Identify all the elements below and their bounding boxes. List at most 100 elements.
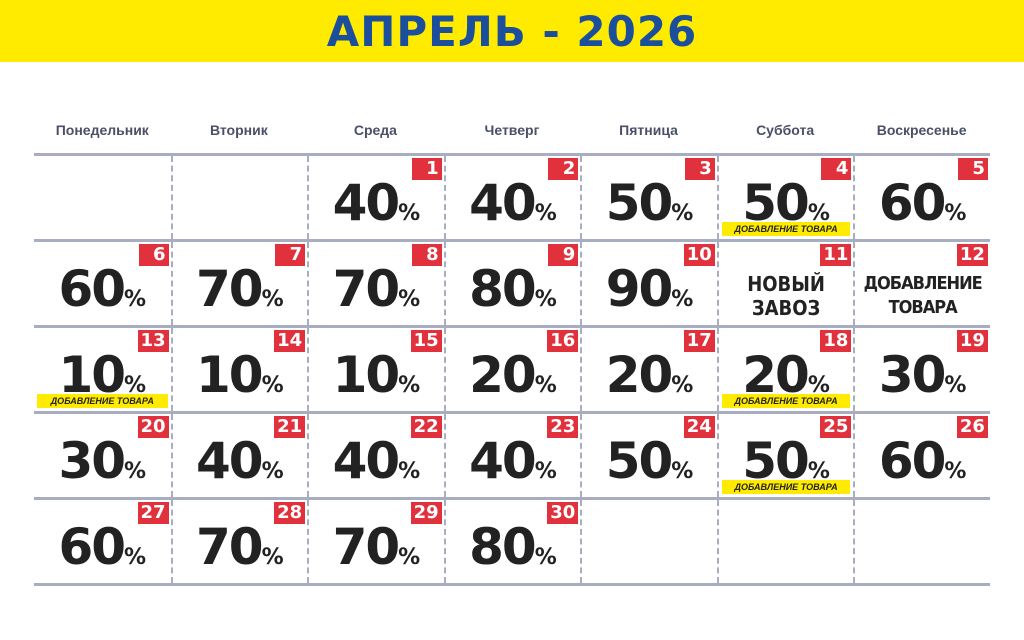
day-number-badge: 4 xyxy=(821,158,852,180)
day-number-badge: 21 xyxy=(274,416,306,438)
discount-value: 50% xyxy=(582,432,717,490)
percent-sign: % xyxy=(124,459,147,484)
percent-sign: % xyxy=(261,287,284,312)
discount-value: 40% xyxy=(446,432,581,490)
discount-value: 50% xyxy=(582,174,717,232)
discount-value: 60% xyxy=(34,518,171,576)
discount-number: 40 xyxy=(332,432,401,490)
day-cell: 19 30% xyxy=(853,328,990,411)
day-cell: 13 10% ДОБАВЛЕНИЕ ТОВАРА xyxy=(34,328,171,411)
empty-cell xyxy=(580,500,717,583)
day-number-badge: 17 xyxy=(683,330,715,352)
percent-sign: % xyxy=(944,373,967,398)
day-cell: 4 50% ДОБАВЛЕНИЕ ТОВАРА xyxy=(716,156,854,239)
empty-cell xyxy=(716,500,854,583)
day-number-badge: 23 xyxy=(547,416,579,438)
day-cell: 5 60% xyxy=(853,156,990,239)
day-number-badge: 12 xyxy=(956,244,988,266)
discount-number: 90 xyxy=(605,260,674,318)
weekday-header: Воскресенье xyxy=(876,122,967,138)
percent-sign: % xyxy=(671,373,694,398)
discount-value: 70% xyxy=(309,518,444,576)
discount-number: 30 xyxy=(58,432,126,490)
day-cell: 27 60% xyxy=(34,500,171,583)
discount-value: 80% xyxy=(446,260,581,318)
empty-cell xyxy=(34,156,171,239)
week-row: 6 60% 7 70% 8 70% 9 80% 10 90% 11 НОВЫЙ ЗАВОЗ 12 ДОБАВ… xyxy=(34,239,990,325)
calendar-grid: 1 40% 2 40% 3 50% 4 50% ДОБАВЛЕНИЕ ТОВАРА 5 60% 6 60… xyxy=(34,153,990,586)
restock-note: ДОБАВЛЕНИЕ ТОВАРА xyxy=(37,394,168,408)
day-cell: 3 50% xyxy=(580,156,717,239)
day-number-badge: 22 xyxy=(410,416,442,438)
percent-sign: % xyxy=(398,545,421,570)
event-text-line: ТОВАРА xyxy=(888,297,958,318)
discount-value: 80% xyxy=(446,518,581,576)
discount-number: 20 xyxy=(469,346,537,404)
discount-number: 40 xyxy=(196,432,264,490)
event-text-line: ЗАВОЗ xyxy=(751,296,821,320)
day-number-badge: 8 xyxy=(411,244,442,266)
day-cell: 25 50% ДОБАВЛЕНИЕ ТОВАРА xyxy=(716,414,854,497)
discount-number: 80 xyxy=(469,260,537,318)
weekday-header: Четверг xyxy=(484,122,540,138)
day-cell: 24 50% xyxy=(580,414,717,497)
day-cell: 2 40% xyxy=(443,156,581,239)
day-cell: 29 70% xyxy=(307,500,444,583)
day-cell: 12 ДОБАВЛЕНИЕ ТОВАРА xyxy=(853,242,990,325)
percent-sign: % xyxy=(398,373,421,398)
day-number-badge: 29 xyxy=(410,502,442,524)
day-cell: 16 20% xyxy=(443,328,581,411)
discount-number: 60 xyxy=(58,260,126,318)
percent-sign: % xyxy=(534,459,557,484)
day-number-badge: 3 xyxy=(684,158,715,180)
day-number-badge: 25 xyxy=(820,416,852,438)
discount-number: 70 xyxy=(332,518,401,576)
day-cell: 7 70% xyxy=(170,242,308,325)
day-number-badge: 19 xyxy=(956,330,988,352)
discount-number: 60 xyxy=(878,432,947,490)
weekday-header: Суббота xyxy=(756,122,815,138)
empty-cell xyxy=(170,156,308,239)
discount-value: 20% xyxy=(582,346,717,404)
discount-number: 40 xyxy=(469,432,537,490)
day-number-badge: 26 xyxy=(956,416,988,438)
discount-number: 60 xyxy=(878,174,947,232)
day-cell: 20 30% xyxy=(34,414,171,497)
event-text: НОВЫЙ ЗАВОЗ xyxy=(719,272,854,320)
day-cell: 9 80% xyxy=(443,242,581,325)
day-cell: 22 40% xyxy=(307,414,444,497)
percent-sign: % xyxy=(944,459,967,484)
day-number-badge: 1 xyxy=(411,158,442,180)
day-number-badge: 5 xyxy=(957,158,988,180)
day-cell: 21 40% xyxy=(170,414,308,497)
percent-sign: % xyxy=(944,201,967,226)
weekday-header: Среда xyxy=(353,122,397,138)
weekday-header: Вторник xyxy=(209,122,268,138)
restock-note: ДОБАВЛЕНИЕ ТОВАРА xyxy=(721,394,851,408)
event-text: ДОБАВЛЕНИЕ ТОВАРА xyxy=(855,272,990,320)
percent-sign: % xyxy=(534,545,557,570)
week-row: 13 10% ДОБАВЛЕНИЕ ТОВАРА 14 10% 15 10% 16 20% 17 2… xyxy=(34,325,990,411)
day-number-badge: 10 xyxy=(683,244,715,266)
discount-number: 10 xyxy=(332,346,401,404)
empty-cell xyxy=(853,500,990,583)
percent-sign: % xyxy=(671,201,694,226)
discount-value: 10% xyxy=(173,346,308,404)
day-number-badge: 20 xyxy=(137,416,169,438)
percent-sign: % xyxy=(534,201,557,226)
day-number-badge: 24 xyxy=(683,416,715,438)
page-title: АПРЕЛЬ - 2026 xyxy=(326,6,698,56)
day-number-badge: 27 xyxy=(137,502,169,524)
discount-value: 30% xyxy=(855,346,990,404)
discount-number: 60 xyxy=(58,518,126,576)
restock-note: ДОБАВЛЕНИЕ ТОВАРА xyxy=(721,222,851,236)
discount-value: 40% xyxy=(173,432,308,490)
day-number-badge: 9 xyxy=(548,244,579,266)
percent-sign: % xyxy=(261,373,284,398)
day-cell: 30 80% xyxy=(443,500,581,583)
percent-sign: % xyxy=(398,459,421,484)
day-number-badge: 28 xyxy=(274,502,306,524)
day-cell: 28 70% xyxy=(170,500,308,583)
discount-number: 50 xyxy=(605,174,674,232)
discount-number: 70 xyxy=(196,518,264,576)
